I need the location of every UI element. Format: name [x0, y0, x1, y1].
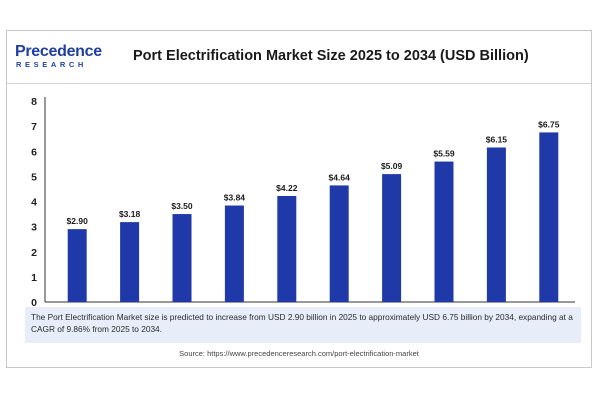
- y-tick-label: 4: [31, 197, 37, 209]
- chart-header: Precedence RESEARCH Port Electrification…: [7, 31, 591, 83]
- data-label: $5.09: [381, 161, 403, 171]
- data-label: $3.18: [119, 209, 141, 219]
- data-label: $4.22: [276, 183, 298, 193]
- data-label: $6.75: [538, 119, 560, 129]
- y-tick-label: 3: [31, 222, 37, 234]
- y-tick-label: 8: [31, 96, 37, 108]
- chart-title: Port Electrification Market Size 2025 to…: [133, 48, 529, 64]
- logo-subtitle: RESEARCH: [16, 60, 87, 69]
- data-label: $5.59: [433, 149, 455, 159]
- source-citation: Source: https://www.precedenceresearch.c…: [179, 349, 419, 358]
- y-tick-label: 2: [31, 247, 37, 259]
- bar-2034: [539, 132, 559, 302]
- data-label: $2.90: [67, 216, 89, 226]
- chart-card: Precedence RESEARCH Port Electrification…: [6, 30, 592, 368]
- bar-2027: [172, 214, 192, 302]
- bar-2029: [277, 195, 297, 302]
- y-tick-label: 1: [31, 272, 37, 284]
- brand-logo: Precedence RESEARCH: [15, 43, 111, 73]
- bar-2033: [486, 147, 506, 302]
- logo-wordmark: Precedence: [15, 43, 102, 60]
- data-label: $3.50: [171, 201, 193, 211]
- data-label: $6.15: [486, 134, 508, 144]
- y-tick-label: 5: [31, 171, 37, 183]
- bar-chart: 012345678$2.902025$3.182026$3.502027$3.8…: [31, 96, 575, 322]
- y-tick-label: 0: [31, 297, 37, 309]
- bar-2025: [67, 229, 87, 302]
- data-label: $4.64: [329, 172, 351, 182]
- header-divider: [7, 83, 591, 84]
- bar-2032: [434, 161, 454, 302]
- bar-2026: [120, 222, 140, 302]
- summary-note: The Port Electrification Market size is …: [25, 307, 581, 343]
- bar-2030: [329, 185, 349, 302]
- data-label: $3.84: [224, 193, 246, 203]
- y-tick-label: 7: [31, 121, 37, 133]
- bar-2031: [382, 174, 402, 302]
- y-tick-label: 6: [31, 146, 37, 158]
- bar-2028: [224, 205, 244, 302]
